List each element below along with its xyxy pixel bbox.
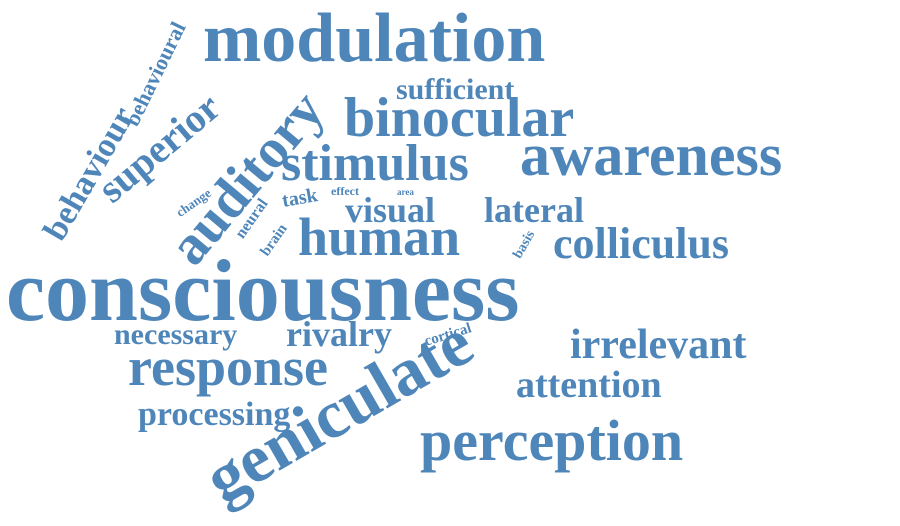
word-rivalry: rivalry <box>286 314 392 354</box>
word-sufficient: sufficient <box>396 73 515 106</box>
word-awareness: awareness <box>520 122 783 188</box>
word-irrelevant: irrelevant <box>570 322 747 368</box>
word-modulation: modulation <box>203 0 546 77</box>
word-attention: attention <box>516 364 662 406</box>
word-area: area <box>397 187 414 197</box>
word-binocular: binocular <box>344 87 575 149</box>
word-human: human <box>298 207 461 267</box>
word-lateral: lateral <box>484 190 584 230</box>
word-necessary: necessary <box>114 318 238 351</box>
word-colliculus: colliculus <box>553 219 730 268</box>
word-stimulus: stimulus <box>281 135 469 192</box>
word-perception: perception <box>420 408 684 473</box>
word-response: response <box>128 337 329 397</box>
word-visual: visual <box>345 190 436 230</box>
word-effect: effect <box>331 184 359 198</box>
word-consciousness: consciousness <box>6 243 520 340</box>
word-basis: basis <box>510 228 539 262</box>
word-processing: processing <box>138 396 291 433</box>
